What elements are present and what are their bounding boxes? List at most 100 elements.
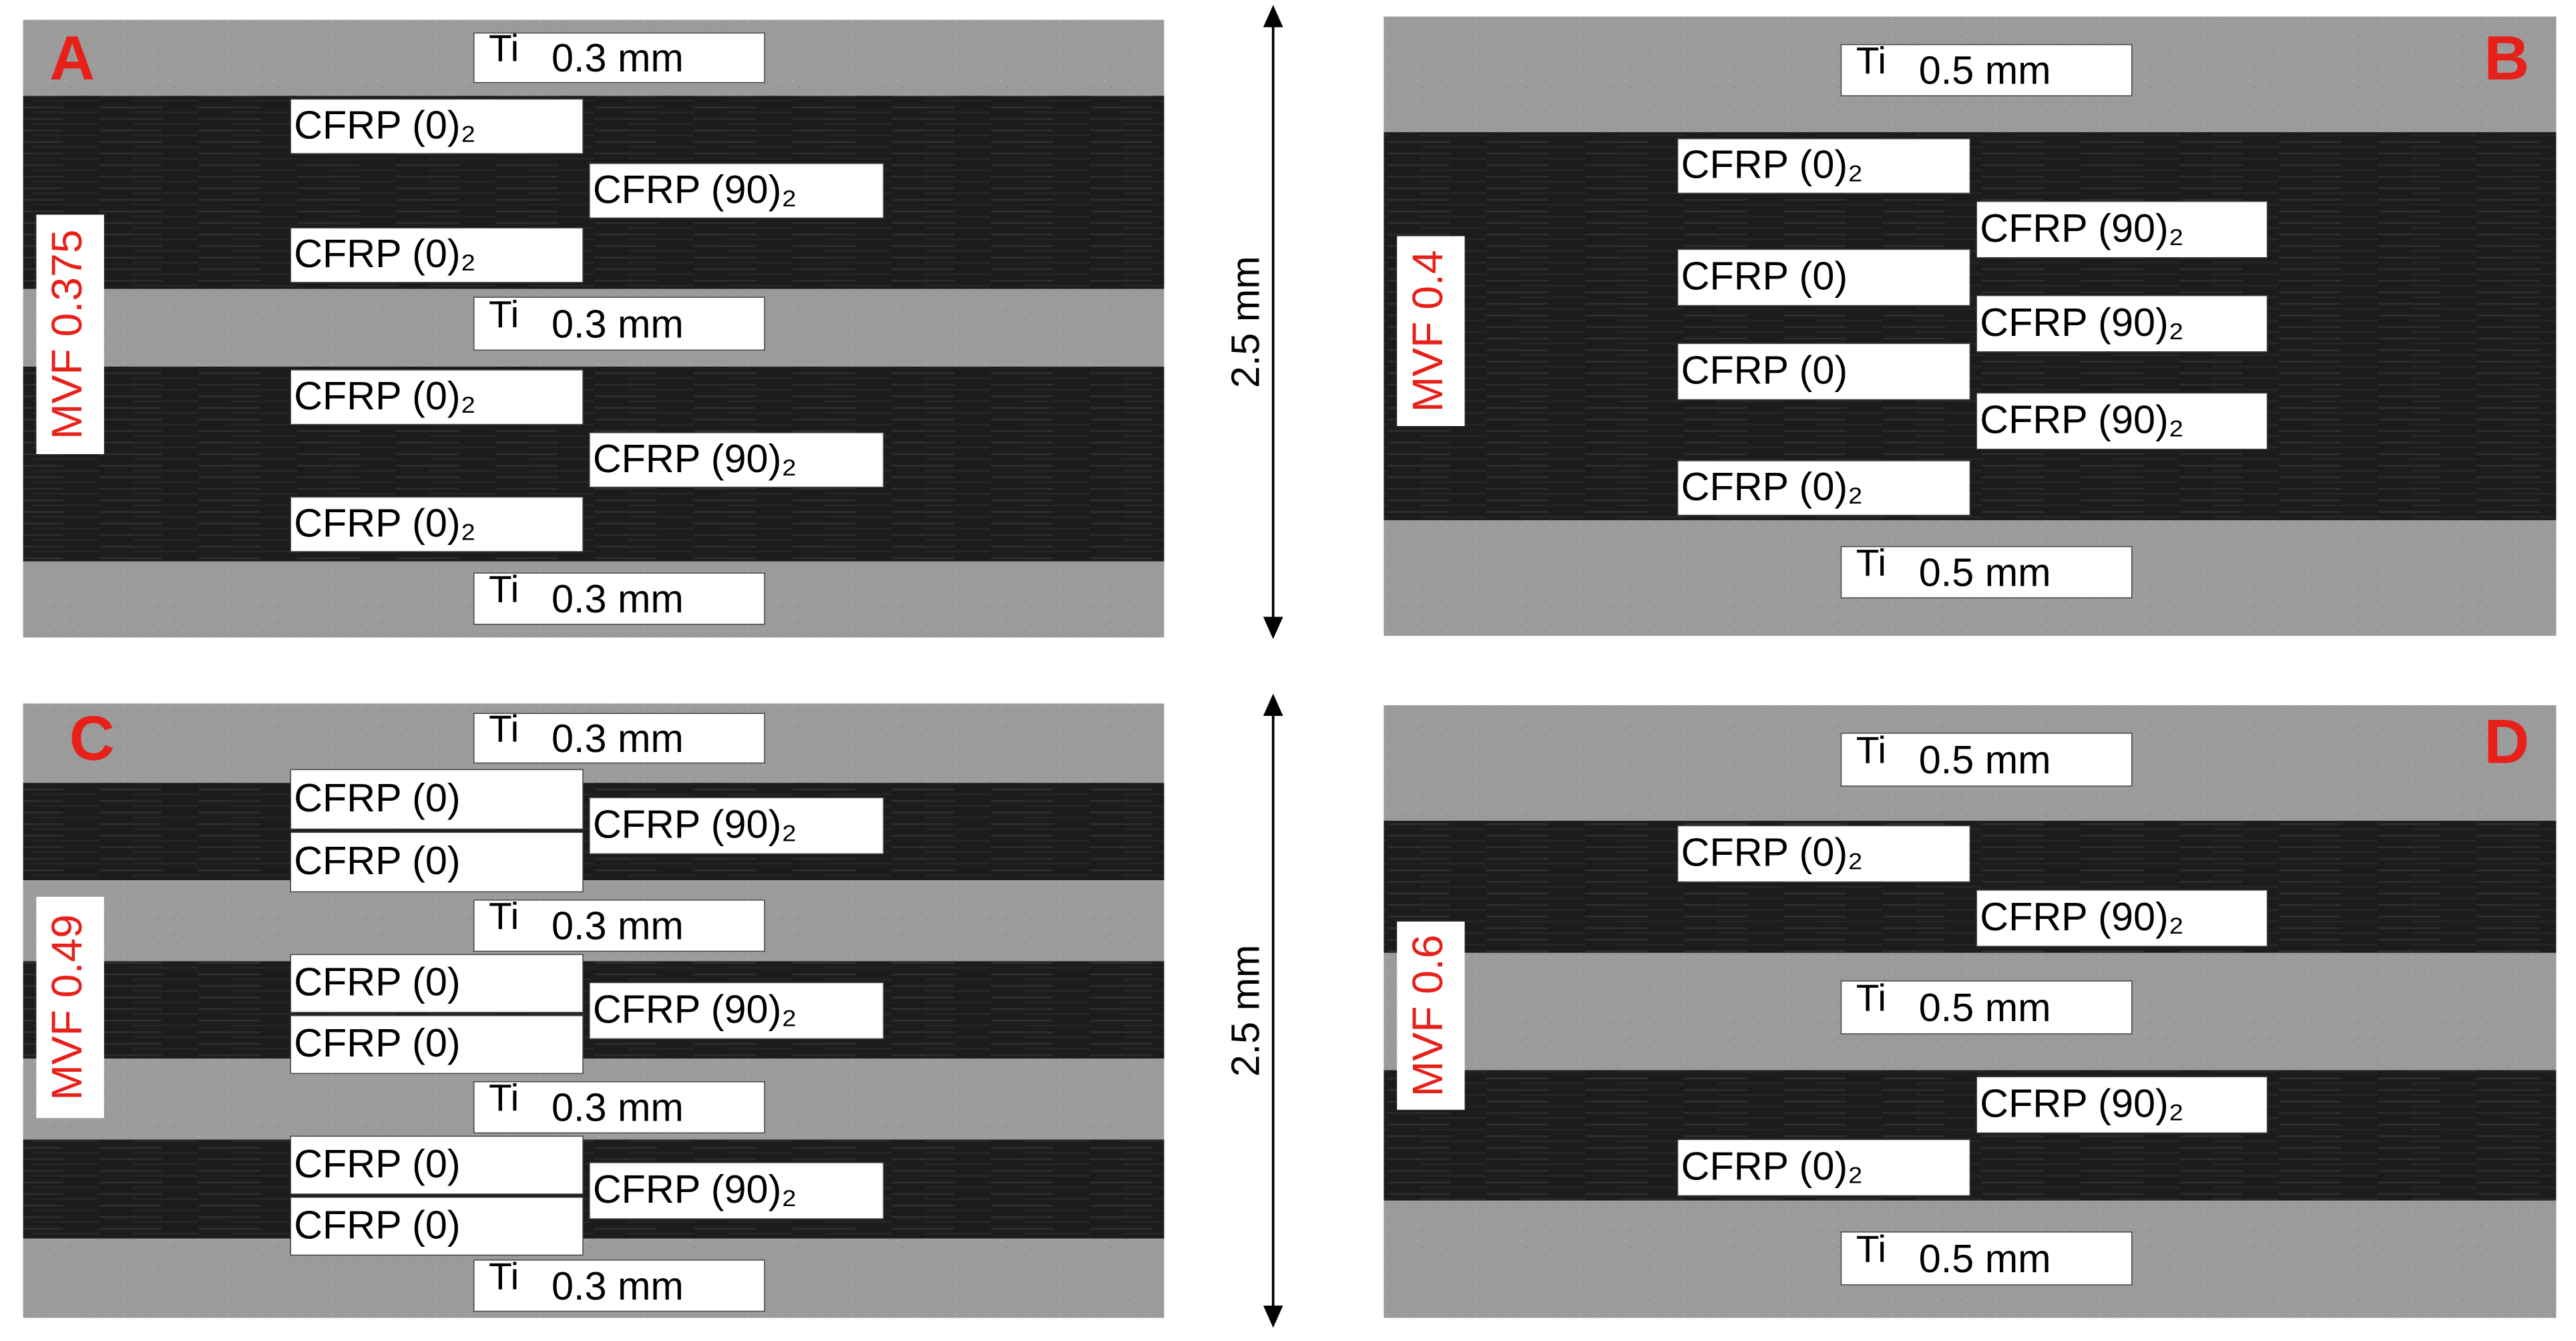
label-box: [1976, 200, 2268, 258]
mvf-label: MVF 0.4: [1404, 250, 1452, 412]
material-label: Ti: [489, 28, 519, 70]
layer-label: CFRP (90)₂: [1980, 1081, 2184, 1126]
thickness-label: 0.5 mm: [1919, 550, 2051, 594]
label-box: [290, 369, 584, 425]
layer-label: CFRP (0)₂: [1681, 830, 1864, 875]
material-label: Ti: [1856, 1228, 1886, 1270]
thickness-label: 0.3 mm: [552, 301, 684, 346]
label-box: [473, 1081, 765, 1134]
label-box: [473, 572, 765, 625]
layer-label: CFRP (0): [294, 1020, 461, 1065]
layer-label: CFRP (90)₂: [1980, 397, 2184, 442]
label-box: [473, 899, 765, 952]
scale-bar-label: 2.5 mm: [1223, 256, 1267, 388]
layer-label: CFRP (0)₂: [294, 500, 476, 545]
label-box: [1840, 1231, 2133, 1286]
layer-label: CFRP (90)₂: [1980, 894, 2184, 939]
layer-label: CFRP (90)₂: [593, 436, 797, 481]
label-box: [290, 227, 584, 283]
material-label: Ti: [1856, 730, 1886, 772]
thickness-label: 0.5 mm: [1919, 48, 2051, 93]
label-box: [1677, 1139, 1971, 1197]
material-label: Ti: [489, 896, 519, 938]
label-box: [290, 496, 584, 552]
label-box: [1840, 44, 2133, 97]
layer-label: CFRP (0)₂: [1681, 1143, 1864, 1188]
mvf-label: MVF 0.6: [1404, 934, 1452, 1097]
label-box: [1840, 980, 2133, 1034]
label-box: [589, 432, 884, 488]
thickness-label: 0.3 mm: [552, 1085, 684, 1130]
layer-label: CFRP (0): [294, 775, 461, 820]
label-box: [290, 831, 584, 893]
label-box: [473, 713, 765, 764]
label-box: [1976, 295, 2268, 353]
material-label: Ti: [489, 709, 519, 751]
material-label: Ti: [489, 569, 519, 611]
layer-label: CFRP (0): [1681, 254, 1848, 299]
material-label: Ti: [1856, 40, 1886, 82]
label-box: [290, 769, 584, 830]
panel-letter: B: [2484, 23, 2529, 93]
layer-label: CFRP (0)₂: [294, 231, 476, 276]
layer-label: CFRP (90)₂: [1980, 300, 2184, 345]
thickness-label: 0.5 mm: [1919, 737, 2051, 782]
mvf-box: [36, 896, 104, 1119]
layer-label: CFRP (0): [294, 1141, 461, 1186]
layer-label: CFRP (0)₂: [1681, 464, 1864, 509]
label-box: [589, 163, 884, 219]
label-box: [1840, 733, 2133, 787]
label-box: [1677, 343, 1971, 401]
panel-letter: C: [69, 703, 115, 773]
thickness-label: 0.5 mm: [1919, 1236, 2051, 1281]
layer-label: CFRP (0): [294, 960, 461, 1004]
cfrp-layer: [1383, 132, 2557, 520]
panel: Ti 0.3 mm CFRP (0)₂ CFRP (90)₂ CFRP (0)₂ Ti 0.…: [23, 19, 1164, 638]
label-box: [473, 297, 765, 351]
material-label: Ti: [1856, 978, 1886, 1020]
panel-letter: A: [49, 23, 95, 93]
label-box: [589, 797, 884, 855]
panel: Ti 0.3 mm CFRP (0) CFRP (0) CFRP (90)₂ Ti 0.3 …: [23, 703, 1164, 1318]
material-label: Ti: [489, 1077, 519, 1119]
label-box: [290, 1135, 584, 1195]
layer-label: CFRP (0)₂: [294, 102, 476, 147]
layer-label: CFRP (90)₂: [1980, 206, 2184, 250]
layer-label: CFRP (0)₂: [1681, 142, 1864, 187]
panel-letter: D: [2484, 707, 2529, 777]
layer-label: CFRP (0): [294, 1202, 461, 1247]
layer-label: CFRP (90)₂: [593, 802, 797, 847]
mvf-label: MVF 0.375: [43, 230, 91, 439]
layer-label: CFRP (90)₂: [593, 1167, 797, 1211]
label-box: [1976, 392, 2268, 450]
thickness-label: 0.3 mm: [552, 904, 684, 948]
panel: Ti 0.5 mm CFRP (0)₂ CFRP (90)₂ Ti 0.5 mm CFRP …: [1383, 705, 2557, 1318]
thickness-label: 0.3 mm: [552, 576, 684, 621]
label-box: [1677, 138, 1971, 194]
thickness-label: 0.5 mm: [1919, 985, 2051, 1030]
material-label: Ti: [489, 294, 519, 336]
thickness-label: 0.3 mm: [552, 35, 684, 80]
mvf-box: [1397, 921, 1465, 1110]
thickness-label: 0.3 mm: [552, 716, 684, 761]
mvf-label: MVF 0.49: [43, 914, 91, 1101]
scale-bar-label: 2.5 mm: [1223, 944, 1267, 1077]
label-box: [290, 1197, 584, 1256]
label-box: [290, 98, 584, 154]
panel: Ti 0.5 mm CFRP (0)₂ CFRP (90)₂ CFRP (0) CFRP …: [1383, 16, 2557, 636]
label-box: [589, 1162, 884, 1219]
label-box: [1677, 248, 1971, 307]
label-box: [589, 982, 884, 1040]
label-box: [1677, 825, 1971, 883]
label-box: [1677, 460, 1971, 516]
material-label: Ti: [1856, 542, 1886, 584]
label-box: [473, 32, 765, 83]
layer-label: CFRP (0): [294, 838, 461, 883]
label-box: [1976, 890, 2268, 947]
label-box: [1976, 1076, 2268, 1134]
layer-label: CFRP (0): [1681, 348, 1848, 393]
thickness-label: 0.3 mm: [552, 1264, 684, 1308]
label-box: [290, 954, 584, 1013]
layer-label: CFRP (90)₂: [593, 167, 797, 212]
